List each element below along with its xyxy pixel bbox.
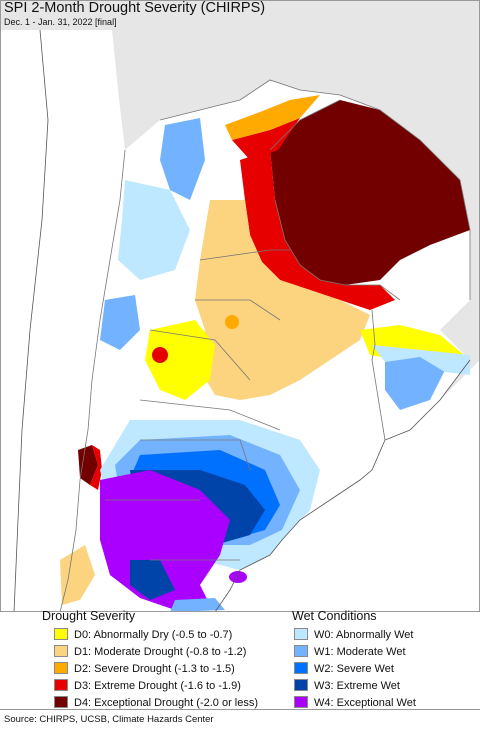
borders	[59, 79, 471, 612]
d3-north	[232, 118, 300, 160]
d3-spot-central	[152, 347, 168, 363]
swatch-w4	[294, 696, 308, 708]
w0-uruguay	[372, 345, 470, 375]
drought-legend-title: Drought Severity	[42, 609, 136, 623]
legend-label-w2: W2: Severe Wet	[314, 663, 394, 675]
w0-northwest	[118, 180, 190, 280]
w1-uruguay	[385, 355, 445, 410]
pacific-ocean	[0, 30, 48, 612]
wet-legend-title: Wet Conditions	[292, 609, 377, 623]
d4-patagonia	[78, 445, 98, 485]
footer-divider	[0, 709, 480, 710]
d1-zone	[195, 200, 370, 400]
d0-zone-3	[60, 545, 95, 605]
swatch-d0	[54, 628, 68, 640]
w3-coast	[130, 560, 175, 600]
swatch-d4	[54, 696, 68, 708]
swatch-d3	[54, 679, 68, 691]
coastline	[13, 29, 49, 612]
swatch-w2	[294, 662, 308, 674]
w4-tierra	[229, 571, 247, 583]
drought-map	[0, 0, 480, 612]
d4-zone	[270, 100, 470, 285]
d2-zone	[225, 95, 320, 140]
legend-label-d3: D3: Extreme Drought (-1.6 to -1.9)	[74, 680, 241, 692]
swatch-d2	[54, 662, 68, 674]
swatch-w3	[294, 679, 308, 691]
legend-label-d0: D0: Abnormally Dry (-0.5 to -0.7)	[74, 629, 233, 641]
atlantic-ocean	[215, 360, 480, 612]
legend-label-w1: W1: Moderate Wet	[314, 646, 406, 658]
legend-label-d4: D4: Exceptional Drought (-2.0 or less)	[74, 697, 259, 709]
legend-label-d2: D2: Severe Drought (-1.3 to -1.5)	[74, 663, 235, 675]
d3-patagonia	[90, 445, 102, 490]
d0-zone-1	[145, 320, 215, 400]
w1-west	[100, 295, 140, 350]
atlantic-coastline	[214, 359, 471, 612]
swatch-w0	[294, 628, 308, 640]
map-title: SPI 2-Month Drought Severity (CHIRPS)	[4, 0, 266, 16]
source-credit: Source: CHIRPS, UCSB, Climate Hazards Ce…	[4, 714, 214, 725]
d3-zone	[240, 150, 395, 310]
swatch-d1	[54, 645, 68, 657]
map-subtitle: Dec. 1 - Jan. 31, 2022 [final]	[4, 17, 117, 27]
chile-land	[14, 30, 125, 612]
w1-coast	[170, 598, 225, 612]
swatch-w1	[294, 645, 308, 657]
legend-label-d1: D1: Moderate Drought (-0.8 to -1.2)	[74, 646, 247, 658]
legend-label-w0: W0: Abnormally Wet	[314, 629, 414, 641]
legend-label-w3: W3: Extreme Wet	[314, 680, 400, 692]
w1-northwest	[160, 118, 205, 200]
d2-spot-central	[225, 315, 239, 329]
legend-label-w4: W4: Exceptional Wet	[314, 697, 416, 709]
